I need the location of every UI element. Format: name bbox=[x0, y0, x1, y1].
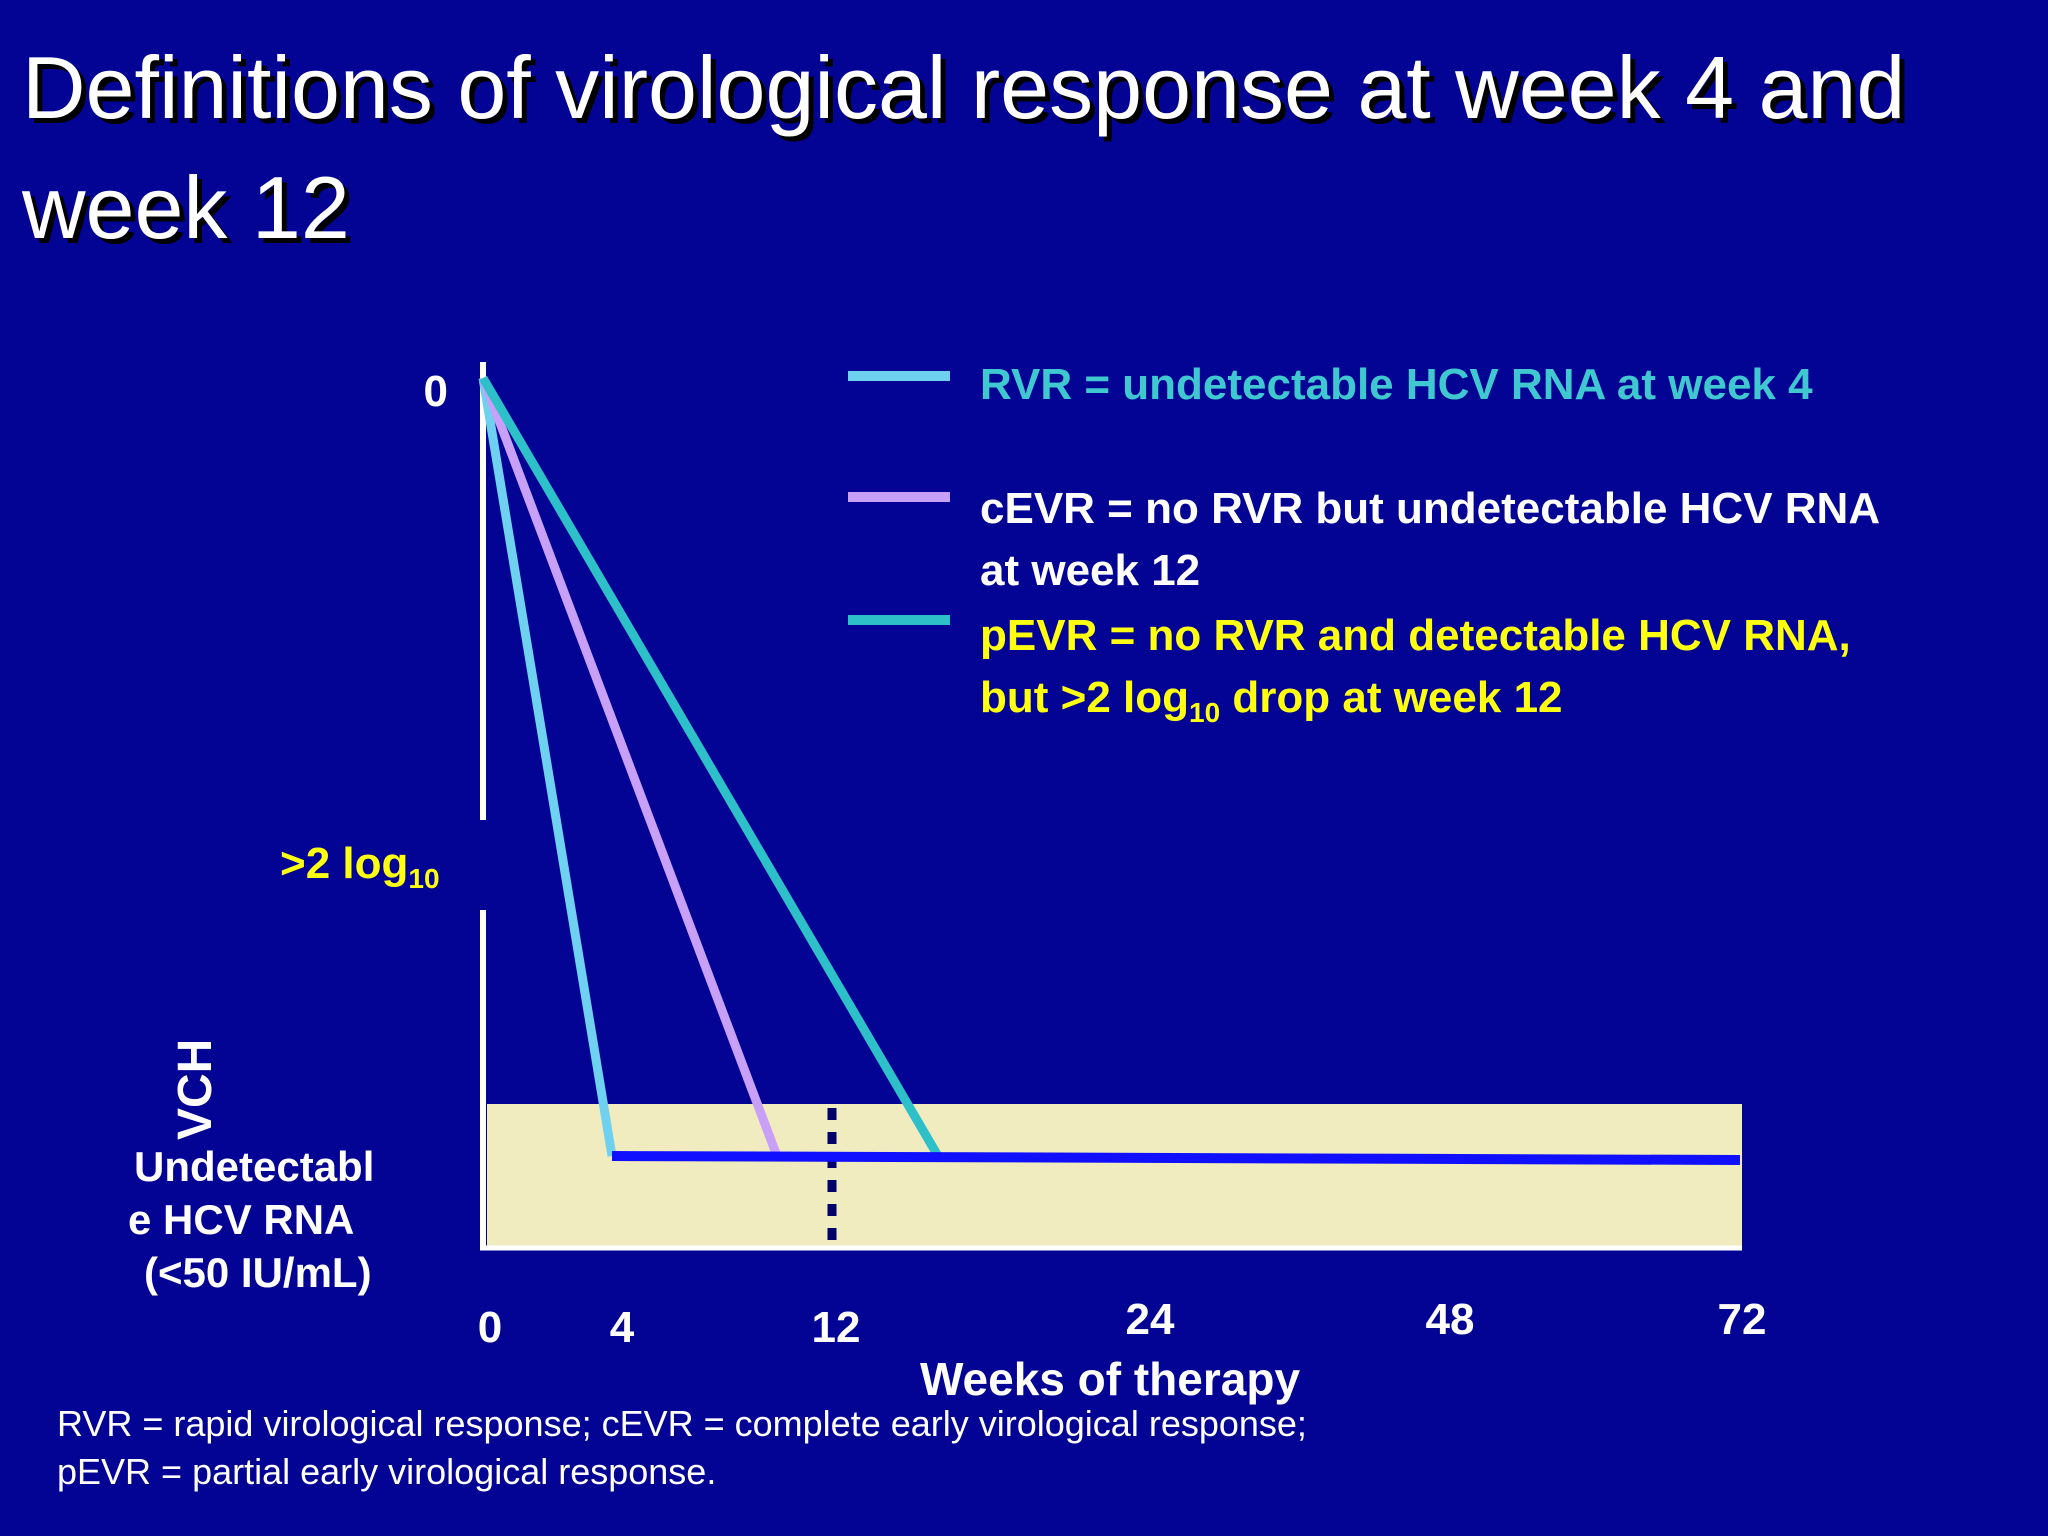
footnote-line-1: RVR = rapid virological response; cEVR =… bbox=[57, 1403, 1307, 1444]
undetectable-line-3: (<50 IU/mL) bbox=[144, 1249, 372, 1296]
legend-cevr-text: cEVR = no RVR but undetectable HCV RNA a… bbox=[980, 478, 1880, 602]
x-axis-label: Weeks of therapy bbox=[920, 1353, 1300, 1405]
y-tick-2log-main: >2 log bbox=[280, 839, 408, 888]
legend-pevr-line-2: but >2 log10 drop at week 12 bbox=[980, 667, 1851, 744]
x-tick-24: 24 bbox=[1126, 1295, 1175, 1344]
legend-pevr-line-1: pEVR = no RVR and detectable HCV RNA, bbox=[980, 611, 1851, 660]
undetectable-line-2: e HCV RNA bbox=[128, 1196, 355, 1243]
legend-cevr-line-1: cEVR = no RVR but undetectable HCV RNA bbox=[980, 484, 1881, 533]
x-tick-12: 12 bbox=[812, 1303, 861, 1352]
undetectable-label: Undetectabl e HCV RNA (<50 IU/mL) bbox=[128, 1140, 428, 1299]
legend-cevr-line-2: at week 12 bbox=[980, 546, 1201, 595]
undetectable-band bbox=[487, 1104, 1742, 1246]
y-axis-label: VCH bbox=[169, 1038, 222, 1140]
y-tick-2log: >2 log10 bbox=[280, 839, 440, 894]
legend-pevr-line-2a: but >2 log bbox=[980, 673, 1189, 722]
slide-title: Definitions of virological response at w… bbox=[22, 38, 1906, 257]
series-line-pevr bbox=[479, 375, 942, 1159]
footnote: RVR = rapid virological response; cEVR =… bbox=[57, 1400, 1307, 1496]
legend-rvr-text: RVR = undetectable HCV RNA at week 4 bbox=[980, 360, 1813, 409]
x-tick-0: 0 bbox=[478, 1303, 502, 1352]
footnote-line-2: pEVR = partial early virological respons… bbox=[57, 1451, 717, 1492]
series-line-rvr bbox=[478, 377, 617, 1157]
x-tick-4: 4 bbox=[610, 1303, 635, 1352]
legend-pevr-text: pEVR = no RVR and detectable HCV RNA, bu… bbox=[980, 605, 1851, 744]
y-tick-0: 0 bbox=[424, 367, 448, 416]
legend-pevr-line-2b: drop at week 12 bbox=[1220, 673, 1563, 722]
x-tick-72: 72 bbox=[1718, 1295, 1767, 1344]
series-line-undetectable bbox=[611, 1151, 1741, 1165]
legend-pevr-sub: 10 bbox=[1189, 696, 1221, 728]
x-tick-48: 48 bbox=[1426, 1295, 1475, 1344]
series-line-cevr bbox=[478, 376, 782, 1158]
undetectable-line-1: Undetectabl bbox=[134, 1143, 375, 1190]
y-tick-2log-sub: 10 bbox=[408, 863, 439, 894]
